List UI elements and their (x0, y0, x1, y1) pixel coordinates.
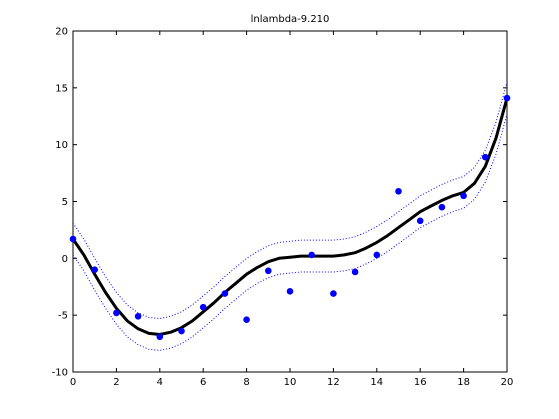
data-point (438, 203, 446, 211)
chart-title: lnlambda-9.210 (251, 14, 330, 25)
x-tick-label: 10 (284, 377, 297, 388)
y-tick-label: -10 (52, 368, 68, 379)
data-point (91, 266, 98, 274)
data-point (113, 309, 120, 317)
y-tick-label: 20 (55, 27, 68, 38)
data-point (265, 267, 272, 275)
plot-area: 0 2 4 6 8 10 12 14 16 18 20 -10 -5 0 5 10 15 20 (52, 27, 514, 389)
data-point (243, 316, 250, 324)
data-point (199, 303, 207, 311)
y-tick-label: 15 (55, 83, 68, 94)
data-point (178, 327, 185, 335)
data-point (286, 287, 294, 295)
data-point (373, 251, 381, 259)
data-point (503, 94, 511, 102)
x-tick-label: 6 (200, 377, 206, 388)
x-tick-label: 0 (70, 377, 76, 388)
data-point (416, 217, 424, 225)
x-tick-label: 12 (327, 377, 340, 388)
x-tick-label: 4 (157, 377, 163, 388)
data-point (221, 290, 229, 297)
data-point (156, 333, 164, 341)
y-tick-label: 0 (62, 254, 68, 265)
data-point (395, 187, 402, 195)
data-point (308, 251, 316, 259)
fit-line (71, 97, 509, 336)
x-tick-label: 14 (370, 377, 383, 388)
data-point (134, 313, 142, 320)
y-tick-label: 5 (62, 197, 68, 208)
x-tick-label: 16 (414, 377, 427, 388)
data-point (482, 153, 489, 161)
data-point (460, 192, 467, 200)
data-point (330, 290, 337, 297)
x-tick-label: 2 (113, 377, 119, 388)
y-tick-label: 10 (55, 140, 68, 151)
data-point (351, 268, 359, 276)
y-tick-label: -5 (58, 311, 68, 322)
x-tick-label: 8 (243, 377, 249, 388)
x-tick-label: 20 (501, 377, 514, 388)
x-tick-label: 18 (457, 377, 470, 388)
data-point (69, 235, 77, 243)
